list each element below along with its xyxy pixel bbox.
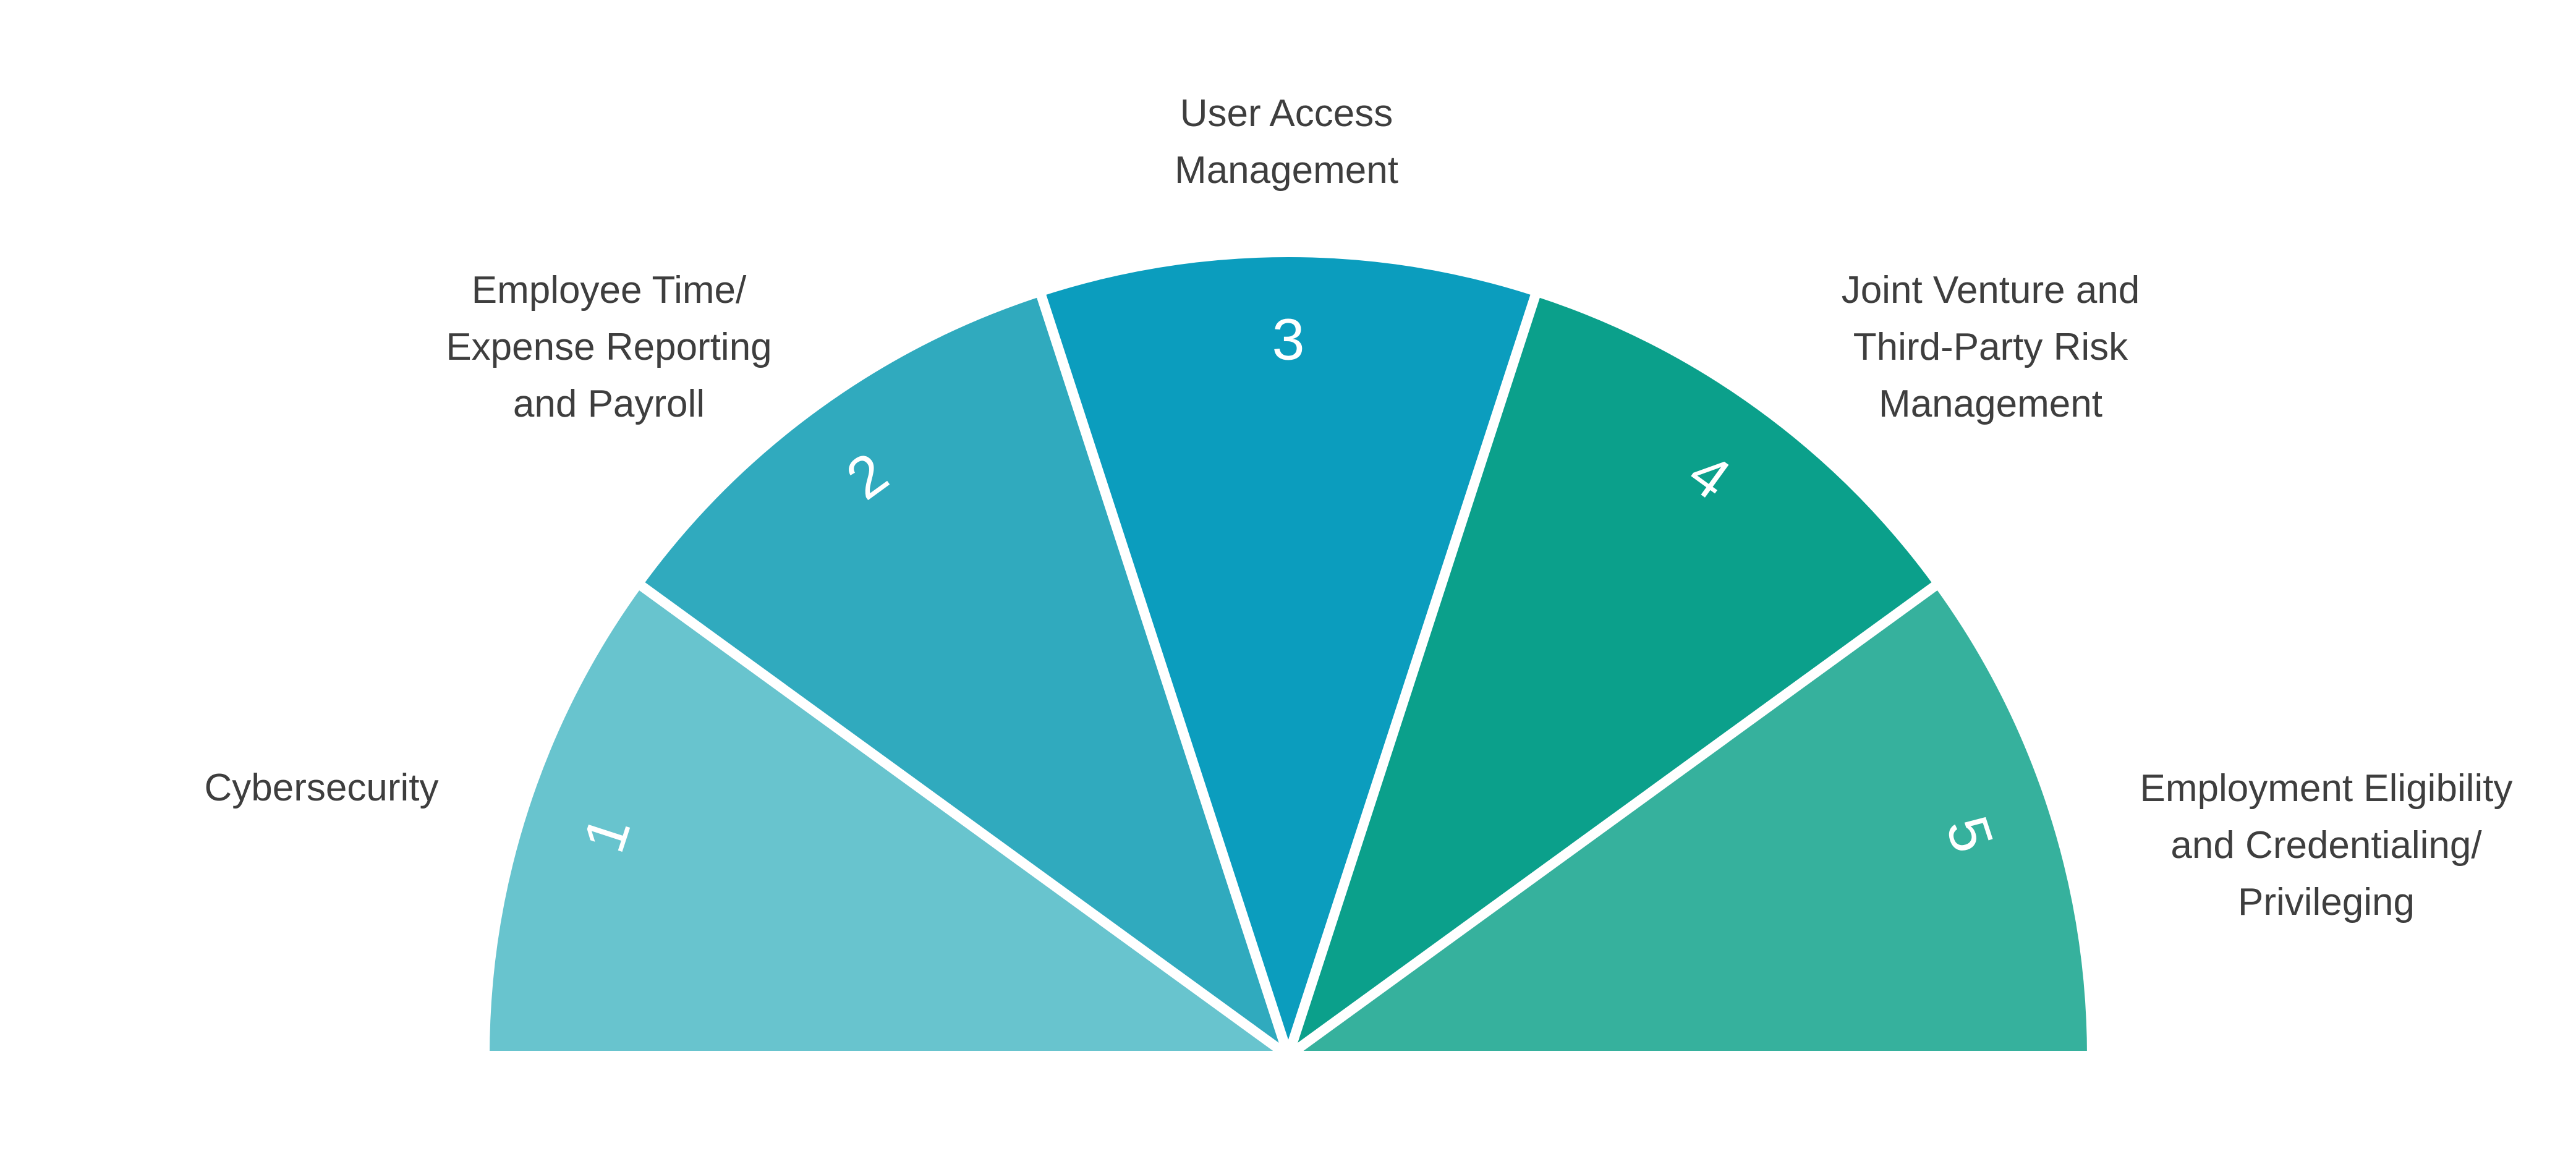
segment-label-joint-venture-third-party-risk: Joint Venture and Third-Party Risk Manag…: [1842, 262, 2140, 433]
label-line: Management: [1175, 149, 1398, 192]
segment-wedge-2: [631, 285, 1298, 1069]
label-line: Third-Party Risk: [1853, 326, 2128, 368]
segment-wedge-3: [1034, 247, 1543, 1072]
segment-number-3: 3: [1272, 307, 1305, 372]
label-line: Joint Venture and: [1841, 269, 2140, 312]
segment-label-employee-time-expense-payroll: Employee Time/ Expense Reporting and Pay…: [446, 262, 772, 433]
label-line: Employment Eligibility: [2140, 767, 2513, 810]
label-line: and Credentialing/: [2170, 824, 2482, 867]
label-line: Employee Time/: [471, 269, 747, 312]
segment-label-employment-eligibility-credentialing: Employment Eligibility and Credentialing…: [2140, 760, 2513, 931]
segment-wedge-1: [479, 576, 1304, 1061]
segment-wedge-5: [1273, 576, 2098, 1061]
label-line: Management: [1879, 383, 2102, 425]
segment-label-user-access-management: User Access Management: [1175, 85, 1398, 199]
label-line: Expense Reporting: [446, 326, 772, 368]
label-line: and Payroll: [512, 383, 705, 425]
segment-wedge-4: [1278, 285, 1945, 1069]
label-line: Cybersecurity: [204, 766, 439, 809]
label-line: User Access: [1180, 92, 1393, 135]
segment-label-cybersecurity: Cybersecurity: [205, 760, 439, 817]
label-line: Privileging: [2237, 881, 2415, 923]
